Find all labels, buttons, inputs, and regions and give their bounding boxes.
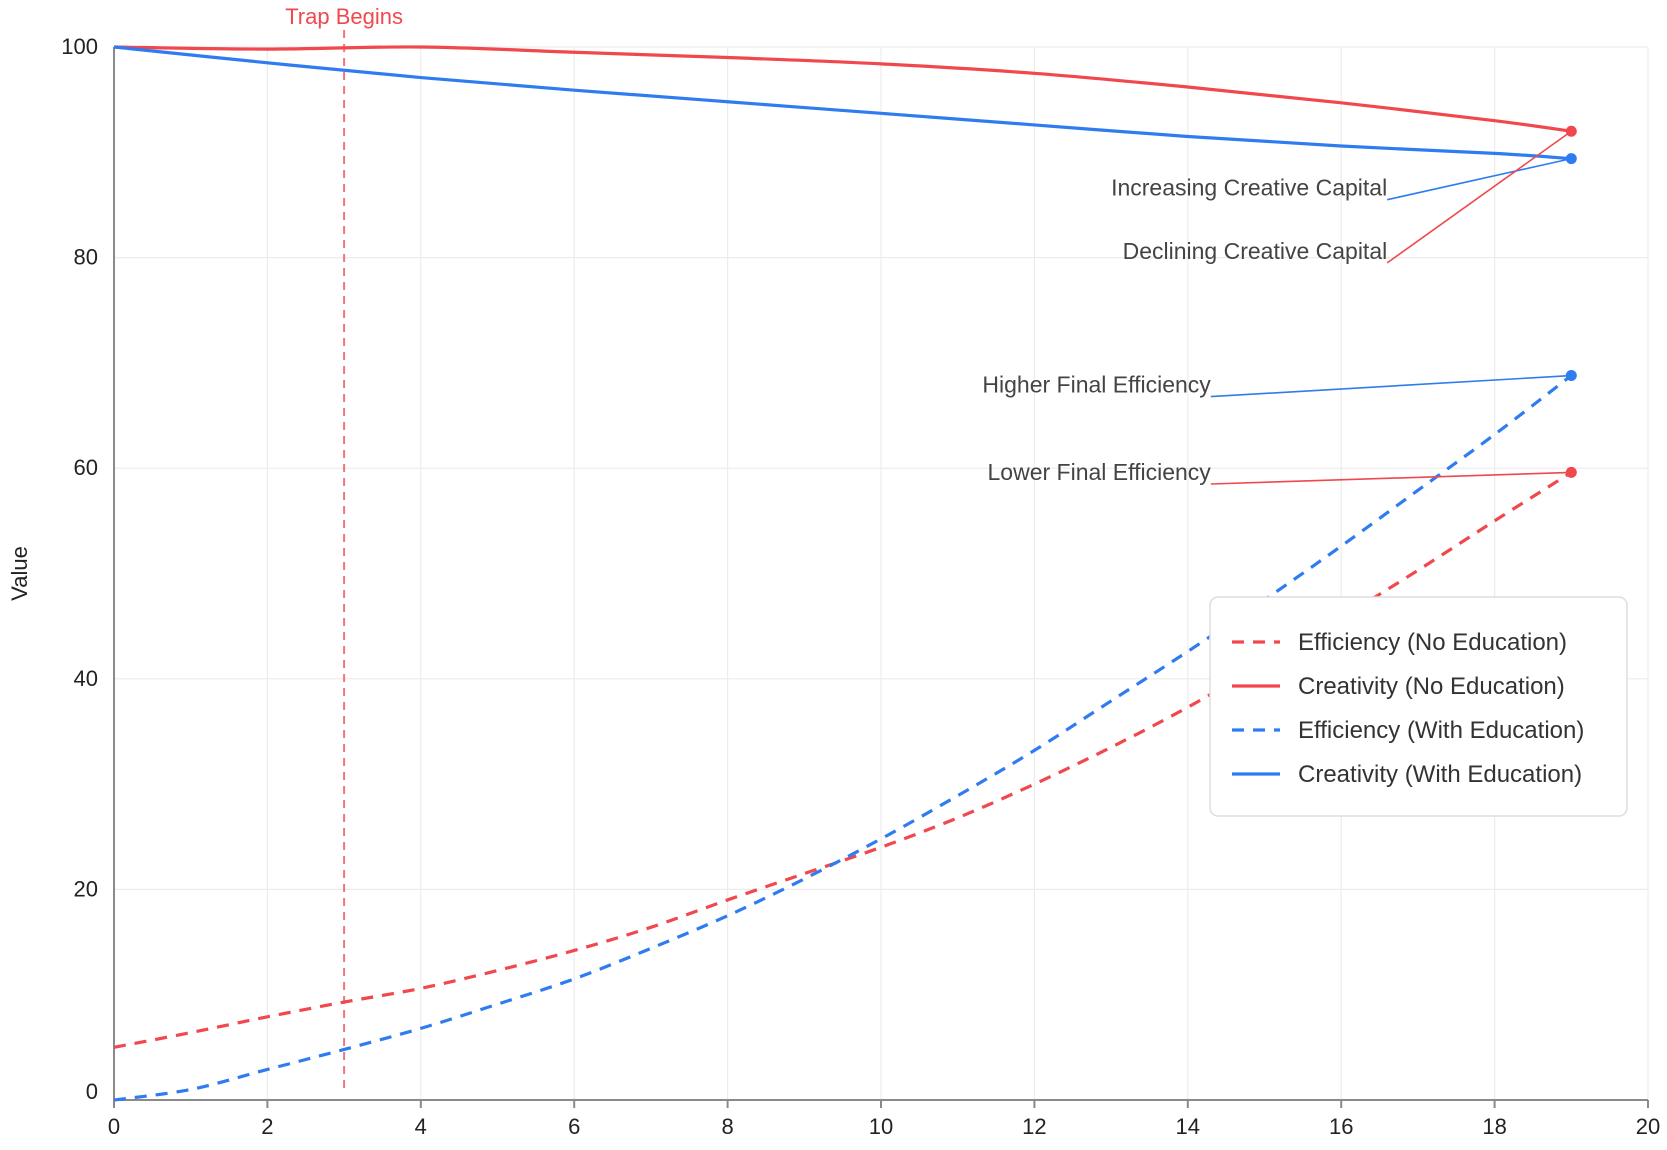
y-tick-label: 60	[74, 455, 98, 480]
x-tick-label: 20	[1636, 1114, 1660, 1139]
x-tick-label: 12	[1022, 1114, 1046, 1139]
x-tick-label: 18	[1482, 1114, 1506, 1139]
x-tick-label: 4	[415, 1114, 427, 1139]
annotation-connector	[1387, 157, 1572, 201]
legend-item-label: Efficiency (With Education)	[1298, 717, 1584, 744]
annotation-label: Higher Final Efficiency	[982, 372, 1211, 398]
annotation-connector	[1210, 374, 1572, 398]
series	[113, 45, 1573, 1102]
annotation-label: Lower Final Efficiency	[988, 459, 1212, 485]
grid	[114, 46, 1649, 1100]
annotation-connector	[1386, 130, 1572, 264]
legend: Efficiency (No Education) Creativity (No …	[1209, 596, 1628, 817]
legend-item-label: Efficiency (No Education)	[1298, 629, 1567, 656]
endpoint-dot	[1565, 153, 1577, 165]
y-tick-label: 0	[86, 1079, 98, 1104]
y-tick-label: 80	[74, 245, 98, 270]
annotation-label: Declining Creative Capital	[1123, 238, 1388, 264]
x-tick-label: 8	[721, 1114, 733, 1139]
axes: 0 2 4 6 8 10 12 14 16 18 20 0 20 40 60 80 100 Value	[7, 34, 1660, 1139]
x-tick-label: 2	[261, 1114, 273, 1139]
legend-item-label: Creativity (No Education)	[1298, 673, 1565, 700]
legend-box	[1209, 596, 1628, 817]
endpoint-dot	[1565, 466, 1577, 478]
x-tick-label: 10	[869, 1114, 893, 1139]
annotation-connector	[1210, 471, 1572, 485]
y-tick-label: 100	[61, 34, 98, 59]
series-line-1	[113, 45, 1572, 133]
annotation-label: Increasing Creative Capital	[1111, 175, 1387, 201]
endpoint-dot	[1565, 370, 1577, 382]
annotations: Increasing Creative Capital Declining Cre…	[982, 125, 1577, 485]
trap-begins-label: Trap Begins	[285, 4, 403, 29]
y-tick-label: 20	[74, 876, 98, 901]
x-tick-label: 16	[1329, 1114, 1353, 1139]
endpoint-dot	[1565, 125, 1577, 137]
trap-marker: Trap Begins	[285, 4, 403, 1094]
legend-item-label: Creativity (With Education)	[1298, 761, 1582, 788]
y-axis-title: Value	[7, 546, 32, 601]
y-tick-label: 40	[74, 666, 98, 691]
x-tick-label: 14	[1176, 1114, 1200, 1139]
series-line-2	[113, 374, 1573, 1102]
series-line-3	[113, 45, 1572, 161]
x-tick-label: 6	[568, 1114, 580, 1139]
x-tick-label: 0	[108, 1114, 120, 1139]
